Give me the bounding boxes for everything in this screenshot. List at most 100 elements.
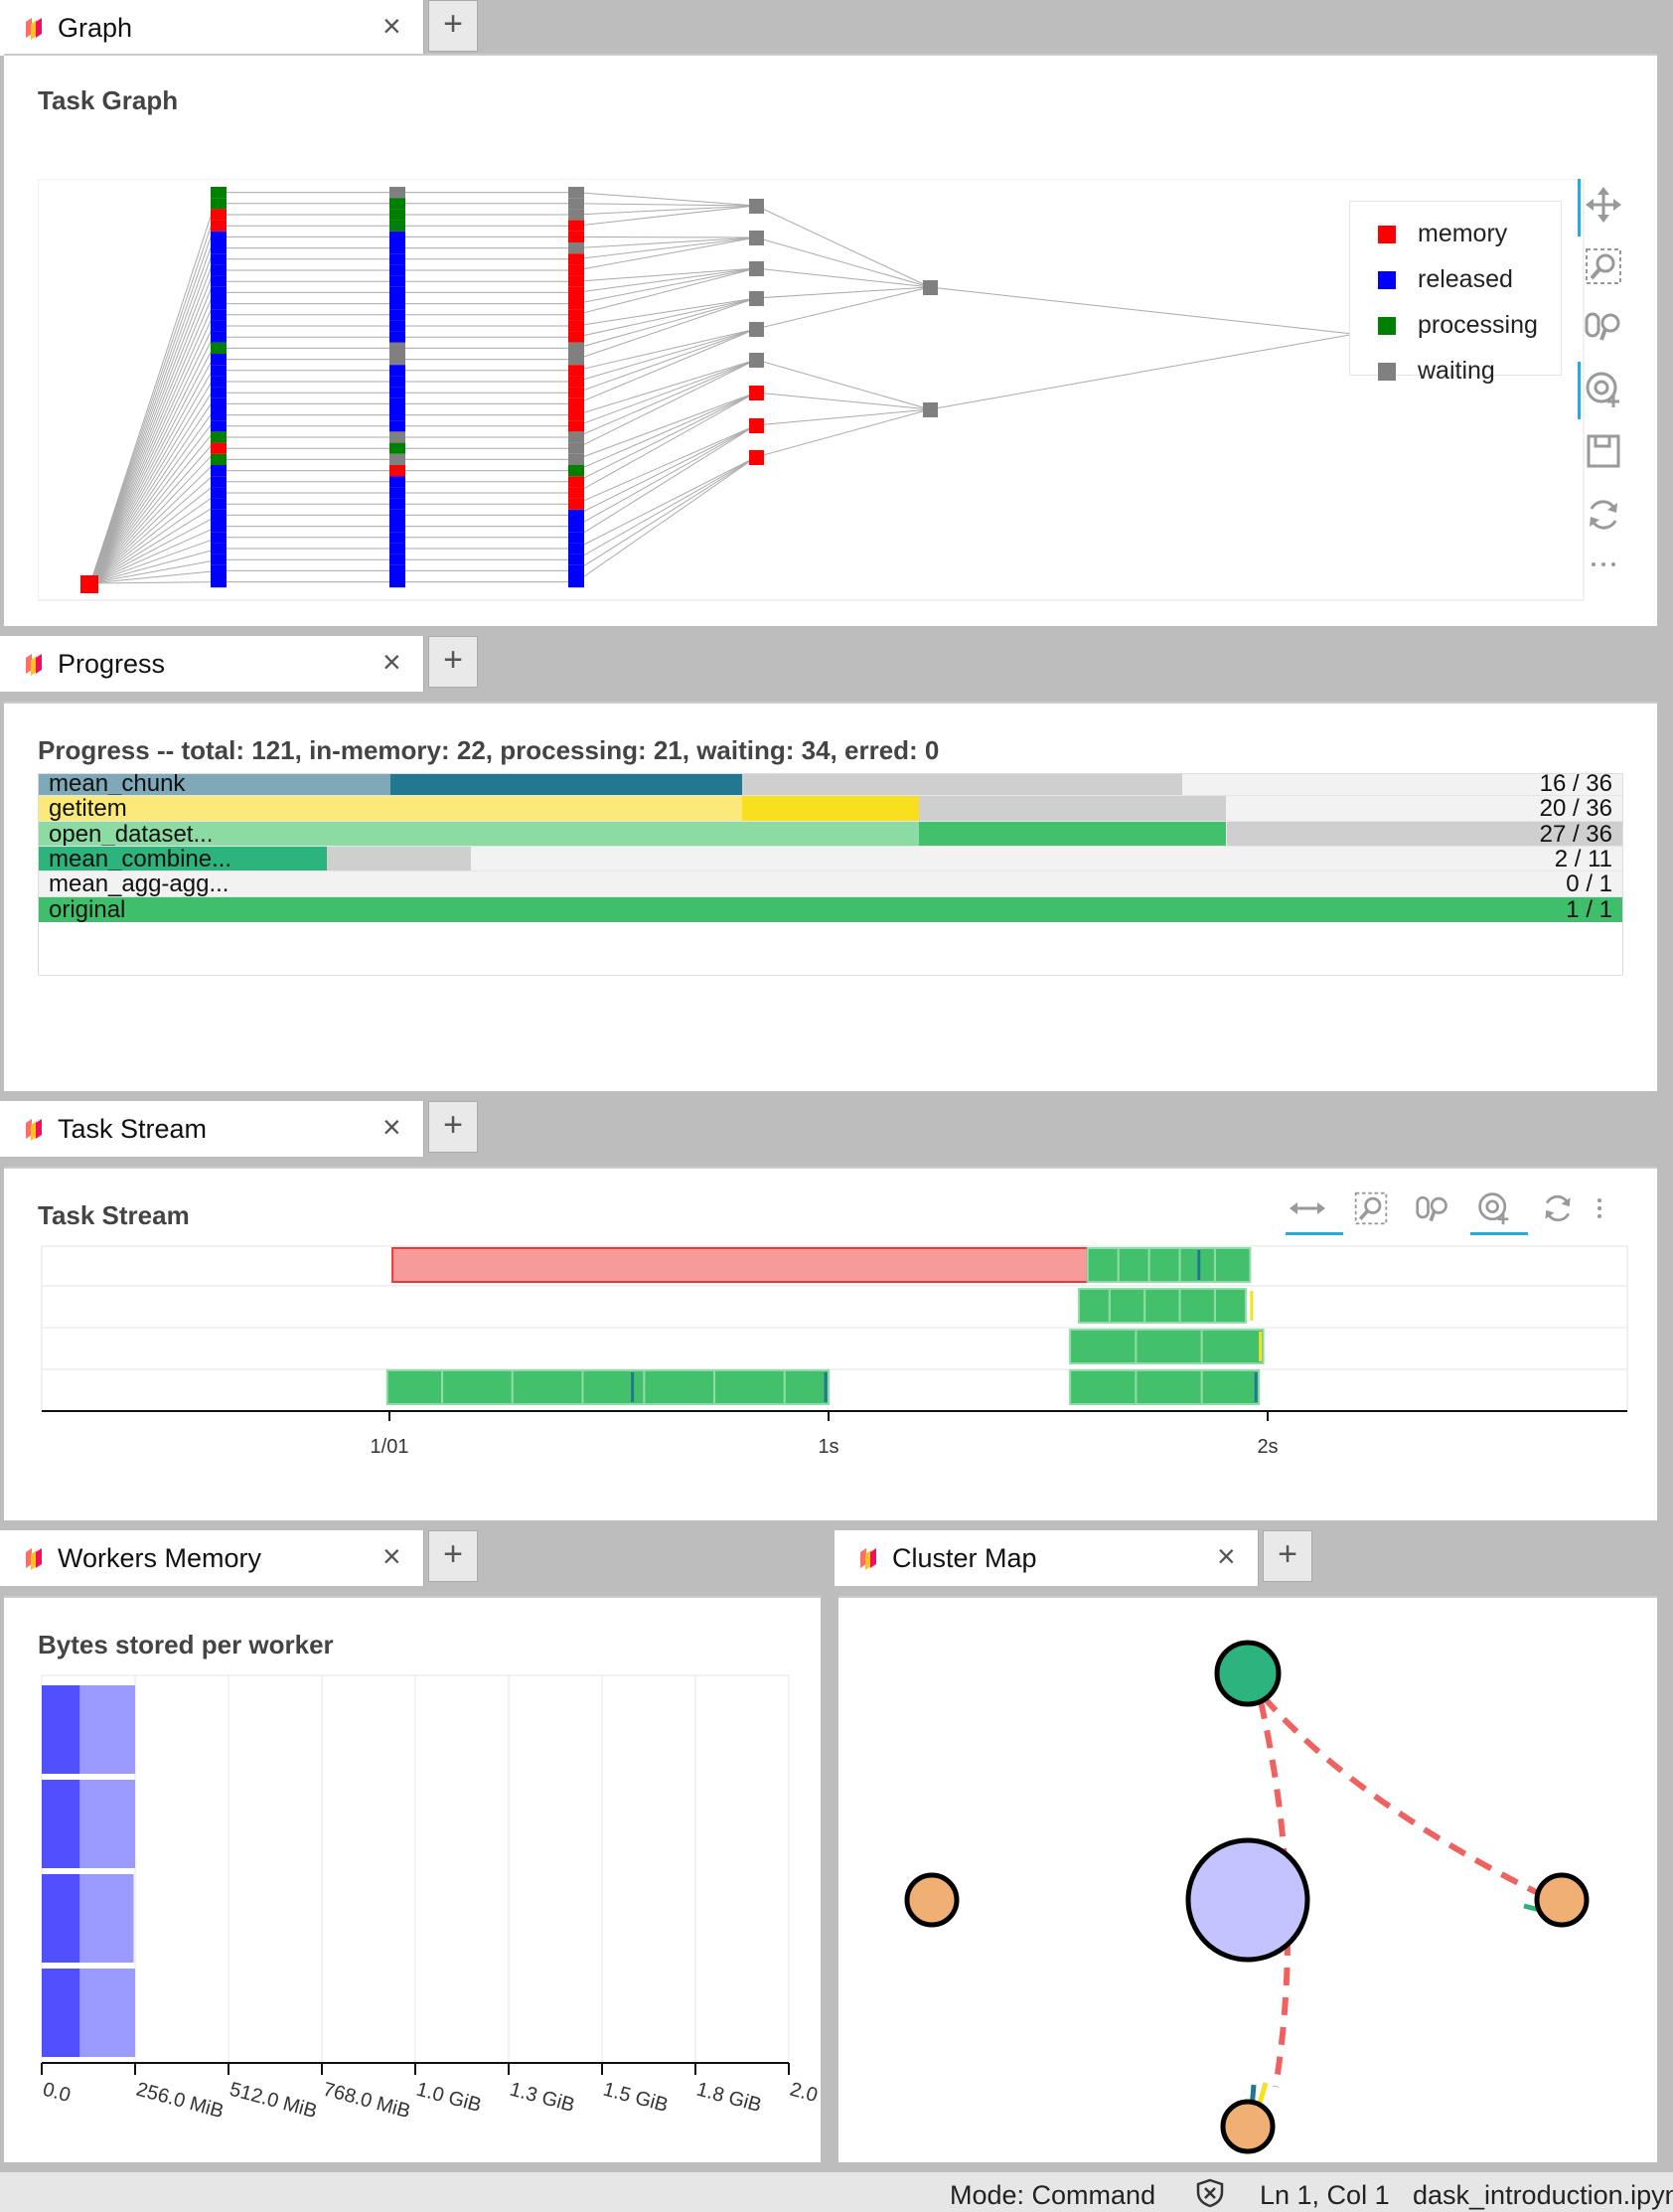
graph-node[interactable] (568, 387, 584, 398)
task-bar[interactable] (385, 1369, 444, 1405)
graph-node[interactable] (211, 264, 227, 276)
progress-row[interactable]: getitem 20 / 36 (39, 795, 1622, 822)
kernel-shield-icon[interactable] (1195, 2178, 1225, 2208)
graph-node[interactable] (211, 209, 227, 221)
graph-node[interactable] (923, 280, 938, 295)
graph-node[interactable] (749, 418, 764, 433)
graph-node[interactable] (211, 487, 227, 499)
graph-node[interactable] (568, 331, 584, 343)
graph-node[interactable] (568, 453, 584, 465)
reset-icon[interactable] (1584, 495, 1623, 535)
mode-indicator[interactable]: Mode: Command (950, 2180, 1156, 2210)
graph-node[interactable] (749, 199, 764, 214)
graph-node[interactable] (749, 291, 764, 306)
graph-node[interactable] (211, 465, 227, 477)
graph-node[interactable] (389, 342, 405, 354)
cursor-position[interactable]: Ln 1, Col 1 (1260, 2180, 1390, 2210)
graph-node[interactable] (389, 331, 405, 343)
close-icon[interactable]: × (382, 644, 401, 680)
close-icon[interactable]: × (382, 1538, 401, 1574)
graph-node[interactable] (389, 376, 405, 388)
graph-node[interactable] (389, 476, 405, 488)
graph-node[interactable] (211, 376, 227, 388)
task-bar[interactable] (1108, 1288, 1146, 1324)
graph-node[interactable] (568, 298, 584, 310)
graph-node[interactable] (568, 553, 584, 565)
graph-node[interactable] (211, 342, 227, 354)
graph-node[interactable] (568, 187, 584, 199)
graph-node[interactable] (389, 564, 405, 576)
pan-icon[interactable] (1584, 185, 1623, 225)
graph-node[interactable] (211, 309, 227, 321)
graph-node[interactable] (389, 309, 405, 321)
close-icon[interactable]: × (382, 8, 401, 44)
graph-node[interactable] (568, 220, 584, 232)
task-bar[interactable] (1135, 1369, 1203, 1405)
scheduler-node[interactable] (1185, 1837, 1310, 1963)
task-bar[interactable] (391, 1247, 1089, 1283)
graph-node[interactable] (568, 209, 584, 221)
graph-node[interactable] (211, 286, 227, 298)
box-zoom-icon[interactable] (1351, 1190, 1391, 1226)
graph-node[interactable] (389, 431, 405, 443)
add-tab-button[interactable]: + (428, 0, 478, 52)
memory-bar-managed[interactable] (42, 1874, 80, 1963)
graph-node[interactable] (389, 487, 405, 499)
graph-node[interactable] (568, 498, 584, 510)
graph-node[interactable] (568, 320, 584, 332)
graph-node[interactable] (568, 487, 584, 499)
graph-node[interactable] (211, 420, 227, 432)
graph-node[interactable] (211, 220, 227, 232)
graph-node[interactable] (211, 498, 227, 510)
graph-node[interactable] (749, 261, 764, 276)
task-bar[interactable] (1135, 1329, 1203, 1364)
graph-node[interactable] (568, 365, 584, 377)
task-bar[interactable] (1069, 1369, 1138, 1405)
task-graph-canvas[interactable] (38, 179, 1627, 606)
box-zoom-icon[interactable] (1584, 246, 1623, 286)
add-tab-button[interactable]: + (428, 1530, 478, 1582)
graph-node[interactable] (568, 275, 584, 287)
close-icon[interactable]: × (382, 1109, 401, 1145)
graph-node[interactable] (568, 253, 584, 265)
graph-node[interactable] (389, 209, 405, 221)
graph-node[interactable] (568, 532, 584, 544)
task-bar[interactable] (1143, 1288, 1181, 1324)
task-bar[interactable] (1117, 1247, 1150, 1283)
task-bar[interactable] (1178, 1288, 1216, 1324)
task-bar[interactable] (1213, 1288, 1247, 1324)
graph-node[interactable] (568, 509, 584, 521)
graph-node[interactable] (211, 387, 227, 398)
memory-bar-managed[interactable] (42, 1780, 80, 1868)
graph-node[interactable] (389, 509, 405, 521)
graph-node[interactable] (211, 365, 227, 377)
graph-node[interactable] (568, 521, 584, 533)
workers-memory-chart[interactable]: 0.0 256.0 MiB 512.0 MiB 768.0 MiB 1.0 GiB 1.3… (24, 1652, 819, 2158)
progress-row[interactable]: original 1 / 1 (39, 895, 1622, 923)
graph-node[interactable] (389, 553, 405, 565)
worker-node[interactable] (904, 1872, 960, 1928)
worker-node[interactable] (1534, 1872, 1590, 1928)
task-bar[interactable] (1086, 1247, 1120, 1283)
graph-node[interactable] (80, 575, 98, 593)
progress-bars[interactable]: mean_chunk 16 / 36 getitem 20 / 36 open_data… (38, 773, 1623, 976)
graph-node[interactable] (389, 442, 405, 454)
tab-progress[interactable]: Progress × (0, 636, 424, 692)
task-bar[interactable] (783, 1369, 830, 1405)
progress-row[interactable]: mean_agg-agg... 0 / 1 (39, 870, 1622, 897)
tab-cluster-map[interactable]: Cluster Map × (835, 1530, 1259, 1586)
tab-graph[interactable]: Graph × (0, 0, 424, 56)
graph-node[interactable] (389, 198, 405, 210)
graph-node[interactable] (389, 187, 405, 199)
task-bar[interactable] (1213, 1247, 1252, 1283)
add-tab-button[interactable]: + (1263, 1530, 1312, 1582)
graph-node[interactable] (389, 365, 405, 377)
graph-node[interactable] (389, 264, 405, 276)
graph-node[interactable] (389, 387, 405, 398)
graph-node[interactable] (389, 354, 405, 366)
graph-node[interactable] (749, 386, 764, 400)
graph-node[interactable] (211, 564, 227, 576)
graph-node[interactable] (389, 286, 405, 298)
graph-node[interactable] (389, 521, 405, 533)
graph-node[interactable] (389, 409, 405, 421)
